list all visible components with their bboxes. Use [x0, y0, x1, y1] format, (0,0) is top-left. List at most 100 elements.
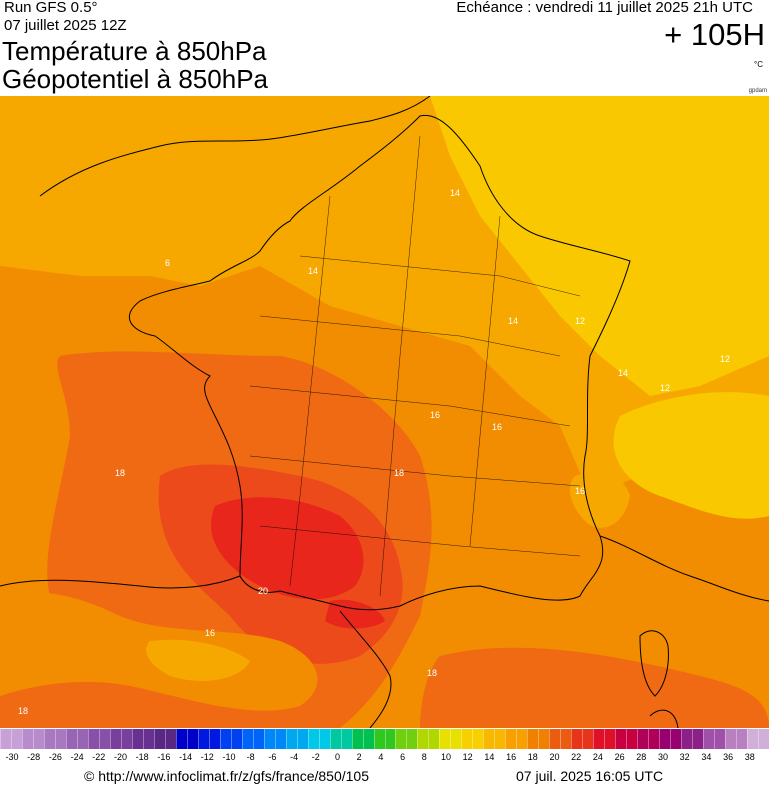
color-scale-cell	[648, 729, 660, 749]
color-scale-cell	[10, 729, 23, 749]
color-scale-cell	[21, 729, 34, 749]
color-scale-cell	[505, 729, 517, 749]
color-scale-cell	[76, 729, 89, 749]
color-scale-cell	[54, 729, 67, 749]
color-scale-tick: 22	[571, 752, 582, 762]
contour-label: 12	[575, 316, 585, 326]
color-scale-cell	[0, 729, 12, 749]
color-scale-cell	[483, 729, 495, 749]
color-scale-tick: -26	[48, 752, 62, 762]
color-scale-tick: -30	[5, 752, 19, 762]
color-scale-cell	[296, 729, 309, 749]
coastlines	[0, 96, 769, 728]
spain-north-coast	[0, 575, 241, 589]
color-scale-cell	[373, 729, 385, 749]
color-scale-cell	[307, 729, 320, 749]
contour-label: 14	[308, 266, 318, 276]
color-scale-cell	[241, 729, 254, 749]
contour-label: 16	[205, 628, 215, 638]
contour-label: 18	[18, 706, 28, 716]
color-scale-cell	[406, 729, 418, 749]
color-scale-tick: 38	[744, 752, 755, 762]
color-scale-cell	[362, 729, 374, 749]
color-scale-cell	[98, 729, 111, 749]
temp-band-12-east	[613, 392, 769, 519]
forecast-horizon: + 105H	[664, 17, 765, 52]
source-url: © http://www.infoclimat.fr/z/gfs/france/…	[84, 768, 369, 784]
contour-label: 16	[430, 410, 440, 420]
color-scale-cell	[153, 729, 166, 749]
color-scale-tick: 12	[462, 752, 473, 762]
color-scale-tick: 14	[484, 752, 495, 762]
color-scale-cell	[197, 729, 210, 749]
color-scale-tick: 36	[723, 752, 734, 762]
contour-labels: 6 12 12 12 14 14 14 14 16 16 16 16 18 18…	[18, 188, 730, 716]
temperature-map[interactable]: 6 12 12 12 14 14 14 14 16 16 16 16 18 18…	[0, 96, 769, 728]
color-scale-cell	[208, 729, 221, 749]
contour-label: 6	[165, 258, 170, 268]
color-scale-cell	[417, 729, 429, 749]
color-scale-tick: 30	[657, 752, 669, 762]
color-scale-tick: 32	[679, 752, 690, 762]
color-scale-cell	[219, 729, 232, 749]
temp-band-12	[430, 96, 769, 396]
contour-label: 14	[618, 368, 628, 378]
spain-east-coast	[339, 610, 392, 728]
color-scale-cell	[274, 729, 287, 749]
color-scale-tick: 16	[506, 752, 517, 762]
color-scale-tick: 34	[701, 752, 712, 762]
map-title-geopotential: Géopotentiel à 850hPa	[2, 64, 268, 94]
color-scale-tick: 4	[378, 752, 384, 762]
generation-time: 07 juil. 2025 16:05 UTC	[516, 768, 664, 784]
run-date: 07 juillet 2025 12Z	[4, 17, 127, 34]
color-scale-tick: -12	[200, 752, 214, 762]
color-scale-cell	[428, 729, 440, 749]
color-scale-tick: -16	[157, 752, 171, 762]
sardinia	[649, 709, 679, 728]
color-scale-cell	[285, 729, 298, 749]
department-borders	[249, 135, 581, 597]
map-title-temperature: Température à 850hPa	[2, 36, 267, 66]
color-scale-tick: 24	[592, 752, 603, 762]
color-scale-tick: -2	[311, 752, 320, 762]
color-scale-cell	[263, 729, 276, 749]
color-scale-cell	[351, 729, 364, 749]
color-scale-cell	[560, 729, 572, 749]
color-scale-cell	[637, 729, 649, 749]
contour-label: 12	[660, 383, 670, 393]
color-scale-cell	[516, 729, 528, 749]
color-scale-tick: 6	[400, 752, 406, 762]
color-scale-cell	[109, 729, 122, 749]
color-scale-tick: -20	[113, 752, 128, 762]
color-scale-tick: 0	[334, 752, 341, 762]
contour-label: 18	[394, 468, 404, 478]
color-scale-cell	[582, 729, 594, 749]
contour-label: 16	[492, 422, 502, 432]
color-scale-cell	[692, 729, 704, 749]
color-scale-tick: -6	[268, 752, 277, 762]
contour-label: 18	[115, 468, 125, 478]
color-scale-cell	[230, 729, 243, 749]
color-scale-cell	[626, 729, 638, 749]
color-scale-cell	[736, 729, 748, 749]
color-scale-tick: 10	[440, 752, 452, 762]
color-scale-cell	[131, 729, 144, 749]
color-scale-cell	[164, 729, 177, 749]
color-scale-tick: -4	[290, 752, 299, 762]
temp-band-22	[211, 497, 364, 600]
color-scale-cell	[340, 729, 353, 749]
color-scale-cell	[549, 729, 561, 749]
color-scale-cell	[439, 729, 451, 749]
color-scale-tick: -22	[92, 752, 106, 762]
color-scale-tick: -18	[135, 752, 149, 762]
color-scale-cell	[571, 729, 583, 749]
color-scale-tick: -28	[27, 752, 41, 762]
forecast-valid-time: Echéance : vendredi 11 juillet 2025 21h …	[456, 0, 753, 16]
contour-label: 14	[450, 188, 460, 198]
color-scale-cell	[527, 729, 539, 749]
run-label: Run GFS 0.5°	[4, 0, 98, 16]
color-scale-cell	[714, 729, 726, 749]
contour-label: 16	[575, 486, 585, 496]
color-scale-cell	[384, 729, 396, 749]
color-scale-cell	[32, 729, 45, 749]
